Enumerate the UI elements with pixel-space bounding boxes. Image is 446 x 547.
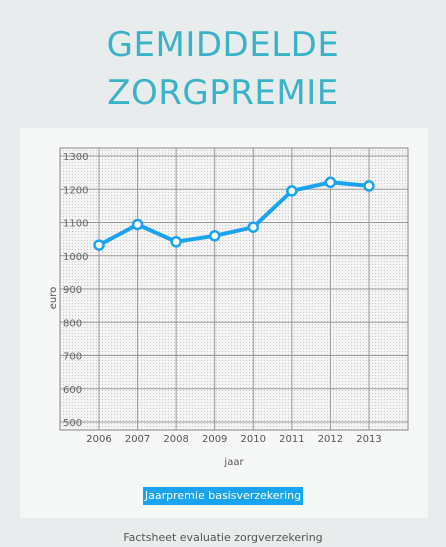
data-point	[363, 180, 375, 192]
x-tick-label: 2006	[86, 434, 111, 445]
y-axis-label: euro	[48, 287, 59, 310]
data-point	[131, 218, 144, 231]
y-tick-label: 900	[63, 285, 82, 296]
x-tick-label: 2010	[241, 434, 266, 445]
y-tick-label: 600	[63, 385, 82, 396]
title-line-2: ZORGPREMIE	[107, 73, 339, 113]
y-tick-label: 800	[63, 318, 82, 329]
x-axis-label: jaar	[223, 457, 244, 468]
x-tick-label: 2011	[279, 434, 304, 445]
y-tick-label: 700	[63, 352, 82, 363]
data-point	[324, 176, 337, 189]
plot-border	[59, 147, 409, 431]
legend-series: Jaarpremie basisverzekering	[143, 487, 303, 505]
data-point	[247, 221, 260, 233]
title-line-1: GEMIDDELDE	[106, 25, 340, 65]
data-point	[93, 239, 105, 251]
x-tick-label: 2007	[125, 434, 150, 445]
footer-text: Factsheet evaluatie zorgverzekering	[123, 531, 323, 544]
y-tick-label: 1300	[63, 152, 88, 163]
data-point	[208, 230, 221, 242]
x-tick-label: 2013	[356, 434, 381, 445]
x-tick-label: 2008	[163, 434, 188, 445]
y-tick-label: 1200	[63, 185, 88, 196]
x-tick-label: 2009	[202, 434, 227, 445]
y-tick-label: 1000	[63, 252, 88, 263]
series-line	[98, 180, 370, 247]
y-tick-label: 1100	[63, 219, 88, 230]
x-tick-label: 2012	[318, 434, 343, 445]
y-tick-label: 500	[63, 418, 82, 429]
data-point	[286, 185, 298, 197]
data-point	[170, 236, 182, 248]
